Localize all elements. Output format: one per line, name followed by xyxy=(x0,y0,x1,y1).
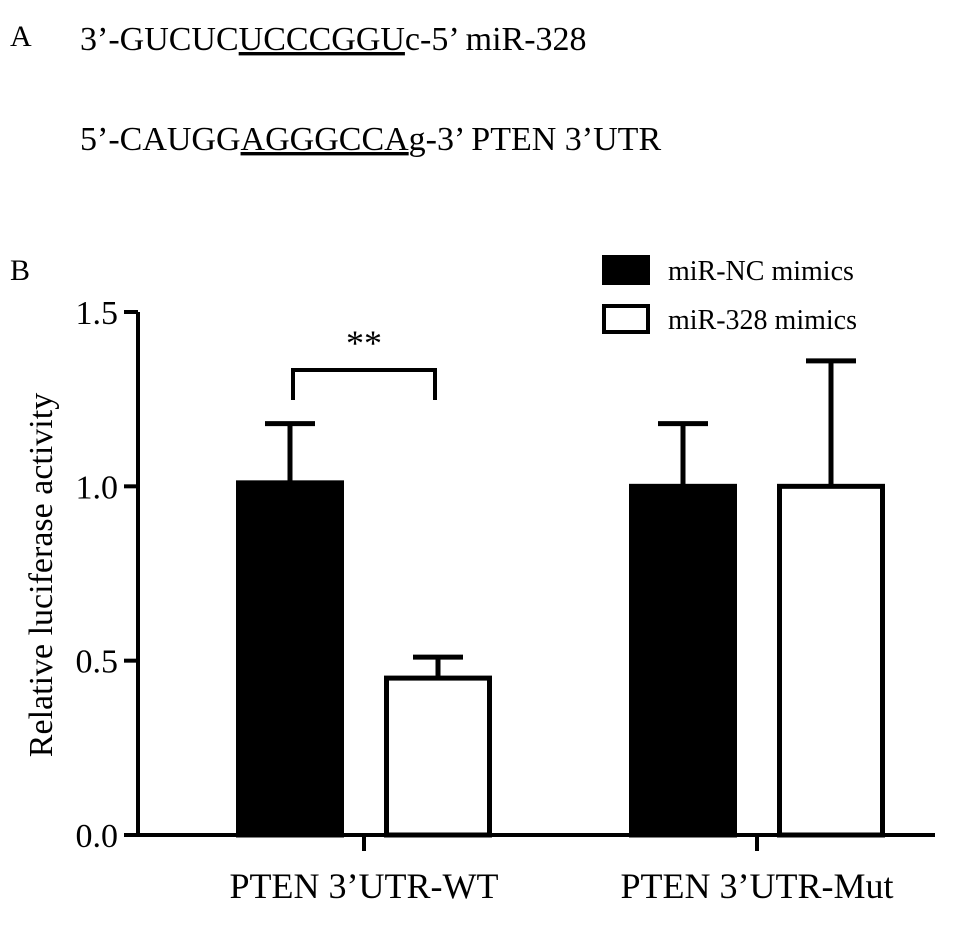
legend-label: miR-328 mimics xyxy=(668,305,857,336)
bar xyxy=(384,675,492,838)
sequence-line: 5’-CAUGGAGGGCCAg-3’ PTEN 3’UTR xyxy=(80,121,661,158)
seed-sequence: UCCCGGU xyxy=(239,21,405,58)
significance-bracket xyxy=(291,368,437,400)
bar xyxy=(629,483,737,838)
bar xyxy=(236,480,344,838)
legend-label: miR-NC mimics xyxy=(668,256,854,287)
panel-label: A xyxy=(10,20,32,53)
y-tick-label: 0.5 xyxy=(76,644,119,681)
y-tick-label: 1.0 xyxy=(76,469,119,506)
sequence-line: 3’-GUCUCUCCCGGUc-5’ miR-328 xyxy=(80,21,587,58)
x-tick-label: PTEN 3’UTR-Mut xyxy=(621,866,894,906)
legend-swatch xyxy=(602,255,650,285)
bar xyxy=(777,483,885,838)
sequence-suffix: c-5’ miR-328 xyxy=(405,21,587,58)
legend-swatch xyxy=(602,304,650,334)
seed-sequence: AGGGCCA xyxy=(241,121,410,158)
y-tick-label: 1.5 xyxy=(76,295,119,332)
sequence-suffix: g-3’ PTEN 3’UTR xyxy=(409,121,662,158)
y-tick-label: 0.0 xyxy=(76,818,119,855)
significance-annotation: ** xyxy=(346,323,382,363)
sequence-prefix: 3’-GUCUC xyxy=(80,21,239,58)
panel-label: B xyxy=(10,254,30,287)
sequence-prefix: 5’-CAUGG xyxy=(80,121,241,158)
x-tick-label: PTEN 3’UTR-WT xyxy=(230,866,499,906)
y-axis-title: Relative luciferase activity xyxy=(23,393,60,757)
